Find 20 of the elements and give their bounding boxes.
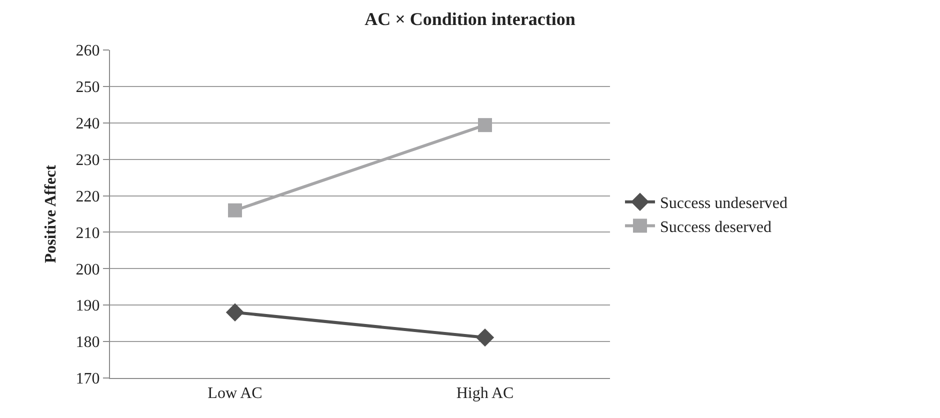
y-tick-label: 260 xyxy=(76,42,100,60)
y-tick-label: 240 xyxy=(76,115,100,132)
x-tick-label: Low AC xyxy=(208,385,262,402)
point xyxy=(476,328,494,347)
point xyxy=(226,303,244,322)
y-tick-label: 210 xyxy=(76,224,100,242)
point xyxy=(228,203,242,218)
y-tick-label: 230 xyxy=(76,152,100,169)
point xyxy=(478,118,492,132)
chart-title: AC × Condition interaction xyxy=(364,9,576,30)
y-tick-label: 190 xyxy=(76,298,100,315)
legend-label: Success deserved xyxy=(660,218,772,236)
x-tick-label: High AC xyxy=(456,385,514,402)
y-axis-title: Positive Affect xyxy=(42,164,60,264)
y-tick-label: 250 xyxy=(76,79,100,96)
y-tick-label: 200 xyxy=(76,261,100,278)
y-tick-label: 170 xyxy=(76,370,100,388)
y-tick-label: 220 xyxy=(76,188,100,206)
y-tick-label: 180 xyxy=(76,334,100,352)
legend-label: Success undeserved xyxy=(660,195,788,212)
